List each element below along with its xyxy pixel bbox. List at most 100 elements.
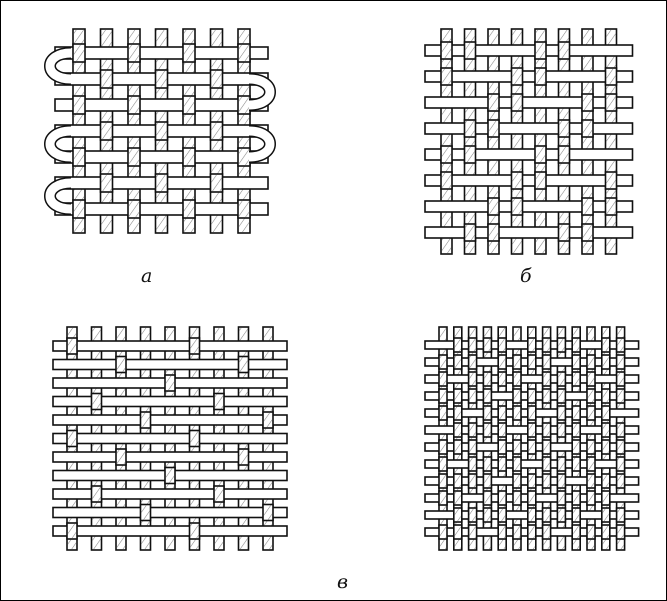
panel-g-warp-float-hatch xyxy=(602,475,609,487)
panel-g-warp-float-hatch xyxy=(573,492,580,504)
weave-panel-v xyxy=(52,326,288,551)
panel-g-warp-float-hatch xyxy=(484,390,491,402)
panel-v-weft-thread xyxy=(52,432,288,445)
panel-b-warp-float-hatch xyxy=(512,173,522,188)
panel-g-warp-float-hatch xyxy=(528,356,535,368)
panel-b-warp-float-hatch xyxy=(465,147,475,162)
panel-g-warp-float-hatch xyxy=(617,509,624,521)
panel-g-warp-float-hatch xyxy=(528,492,535,504)
panel-g-warp-float-hatch xyxy=(528,509,535,521)
panel-v-warp-float-hatch xyxy=(190,524,199,538)
panel-v-warp-float-hatch xyxy=(68,431,76,446)
panel-g-warp-float-hatch xyxy=(617,356,624,368)
panel-v-warp-float-hatch xyxy=(92,487,101,501)
panel-g-warp-float-hatch xyxy=(469,526,476,538)
panel-g-warp-thread-hatch xyxy=(454,328,461,549)
panel-g-warp-float-hatch xyxy=(602,424,609,436)
panel-a-warp-float-hatch xyxy=(74,149,84,165)
panel-g-warp-float-hatch xyxy=(499,441,506,453)
panel-b-warp-float-hatch xyxy=(583,95,592,110)
panel-b-weft-thread xyxy=(424,122,634,135)
panel-g-weft-thread xyxy=(424,374,640,384)
panel-g-warp-float-hatch xyxy=(588,526,594,538)
panel-g-warp-float-hatch xyxy=(558,373,565,385)
panel-g-warp-float-hatch xyxy=(573,424,580,436)
panel-g-warp-float-hatch xyxy=(558,458,565,470)
panel-b-warp-float-hatch xyxy=(512,69,522,84)
panel-g-warp-float-hatch xyxy=(454,526,461,538)
panel-a-warp-float-hatch xyxy=(184,97,194,113)
panel-v-warp-float-hatch xyxy=(264,505,272,520)
panel-g-warp-float-hatch xyxy=(588,390,594,402)
panel-b-warp-float-hatch xyxy=(559,225,569,240)
panel-a-warp-float-hatch xyxy=(156,123,167,139)
panel-g-warp-float-hatch xyxy=(499,492,506,504)
panel-g-warp-float-hatch xyxy=(440,441,446,453)
panel-a-warp-float-hatch xyxy=(101,175,112,191)
panel-g-warp-float-hatch xyxy=(602,492,609,504)
panel-g-warp-float-hatch xyxy=(588,356,594,368)
panel-g-warp-float-hatch xyxy=(440,492,446,504)
panel-g-warp-float-hatch xyxy=(602,356,609,368)
panel-g-warp-float-hatch xyxy=(558,390,565,402)
panel-b-warp-float-hatch xyxy=(465,225,475,240)
panel-g-warp-float-hatch xyxy=(558,475,565,487)
panel-g-warp-float-hatch xyxy=(514,526,520,538)
panel-g-warp-float-hatch xyxy=(440,526,446,538)
panel-a-warp-float-hatch xyxy=(184,45,194,61)
panel-g-warp-float-hatch xyxy=(514,373,520,385)
panel-g-warp-float-hatch xyxy=(573,458,580,470)
panel-g-warp-float-hatch xyxy=(543,458,550,470)
panel-v-warp-float-hatch xyxy=(68,524,76,538)
panel-g-warp-float-hatch xyxy=(484,475,491,487)
panel-g-warp-float-hatch xyxy=(469,373,476,385)
panel-v-warp-float-hatch xyxy=(166,376,174,390)
panel-g-warp-float-hatch xyxy=(617,373,624,385)
panel-g-warp-float-hatch xyxy=(543,526,550,538)
panel-v-weft-thread xyxy=(52,451,288,463)
panel-g-warp-float-hatch xyxy=(588,492,594,504)
panel-a-warp-float-hatch xyxy=(239,149,249,165)
panel-a-warp-float-hatch xyxy=(74,97,84,113)
panel-g-warp-float-hatch xyxy=(617,441,624,453)
panel-a-weft-thread xyxy=(54,98,269,112)
panel-g-warp-float-hatch xyxy=(469,356,476,368)
panel-b-warp-float-hatch xyxy=(465,121,475,136)
panel-a-warp-float-hatch xyxy=(239,45,249,61)
panel-g-warp-thread-hatch xyxy=(573,328,580,549)
panel-g-warp-float-hatch xyxy=(558,407,565,419)
panel-b-warp-thread-hatch xyxy=(536,30,545,253)
panel-g-warp-float-hatch xyxy=(499,373,506,385)
panel-g-warp-float-hatch xyxy=(454,441,461,453)
panel-b-weft-thread xyxy=(424,148,634,161)
panel-b-warp-float-hatch xyxy=(536,147,545,162)
panel-v-warp-float-hatch xyxy=(141,505,150,520)
panel-a-weft-loop-fill xyxy=(45,178,72,214)
panel-v-weft-thread xyxy=(52,506,288,519)
panel-v-warp-float-hatch xyxy=(239,357,248,372)
panel-v-warp-float-hatch xyxy=(264,413,272,427)
panel-g-warp-float-hatch xyxy=(602,526,609,538)
panel-g-warp-float-hatch xyxy=(440,475,446,487)
panel-b-warp-float-hatch xyxy=(606,95,616,110)
panel-g-warp-float-hatch xyxy=(617,458,624,470)
panel-g-warp-thread-hatch xyxy=(469,328,476,549)
panel-v-warp-float-hatch xyxy=(117,357,125,372)
panel-b-warp-float-hatch xyxy=(512,95,522,110)
panel-a-warp-float-hatch xyxy=(101,123,112,139)
panel-a-warp-float-hatch xyxy=(211,175,222,191)
panel-v-warp-float-hatch xyxy=(68,339,76,353)
panel-g-warp-thread-hatch xyxy=(514,328,520,549)
panel-g-warp-float-hatch xyxy=(440,390,446,402)
panel-b-warp-float-hatch xyxy=(583,199,592,214)
panel-g-warp-float-hatch xyxy=(528,475,535,487)
panel-g-warp-float-hatch xyxy=(484,492,491,504)
panel-g-warp-float-hatch xyxy=(543,373,550,385)
panel-g-warp-float-hatch xyxy=(588,373,594,385)
panel-g-warp-float-hatch xyxy=(558,492,565,504)
caption-b: б xyxy=(520,265,532,287)
panel-a-weft-thread xyxy=(54,202,269,216)
weave-panel-g xyxy=(424,326,640,551)
panel-g-warp-float-hatch xyxy=(454,492,461,504)
panel-g-warp-float-hatch xyxy=(617,390,624,402)
